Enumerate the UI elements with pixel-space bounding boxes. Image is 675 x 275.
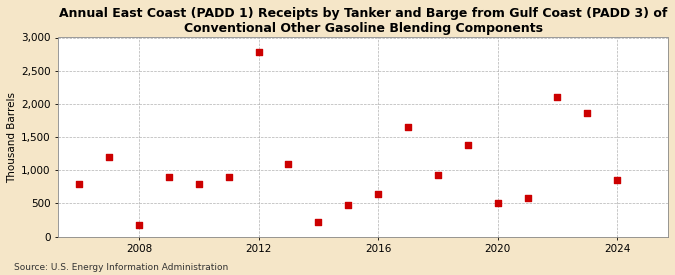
Point [492, 200, 503, 205]
Point [283, 161, 294, 166]
Point [522, 196, 533, 200]
Point [74, 181, 84, 186]
Point [223, 175, 234, 179]
Point [194, 181, 205, 186]
Point [134, 223, 144, 228]
Point [552, 95, 563, 100]
Title: Annual East Coast (PADD 1) Receipts by Tanker and Barge from Gulf Coast (PADD 3): Annual East Coast (PADD 1) Receipts by T… [59, 7, 668, 35]
Point [403, 125, 414, 129]
Text: Source: U.S. Energy Information Administration: Source: U.S. Energy Information Administ… [14, 263, 227, 272]
Point [343, 203, 354, 207]
Point [433, 173, 443, 177]
Point [612, 177, 622, 182]
Point [163, 175, 174, 179]
Point [462, 143, 473, 147]
Point [253, 50, 264, 54]
Point [313, 220, 324, 224]
Point [104, 155, 115, 159]
Y-axis label: Thousand Barrels: Thousand Barrels [7, 92, 17, 183]
Point [582, 111, 593, 116]
Point [373, 192, 383, 196]
